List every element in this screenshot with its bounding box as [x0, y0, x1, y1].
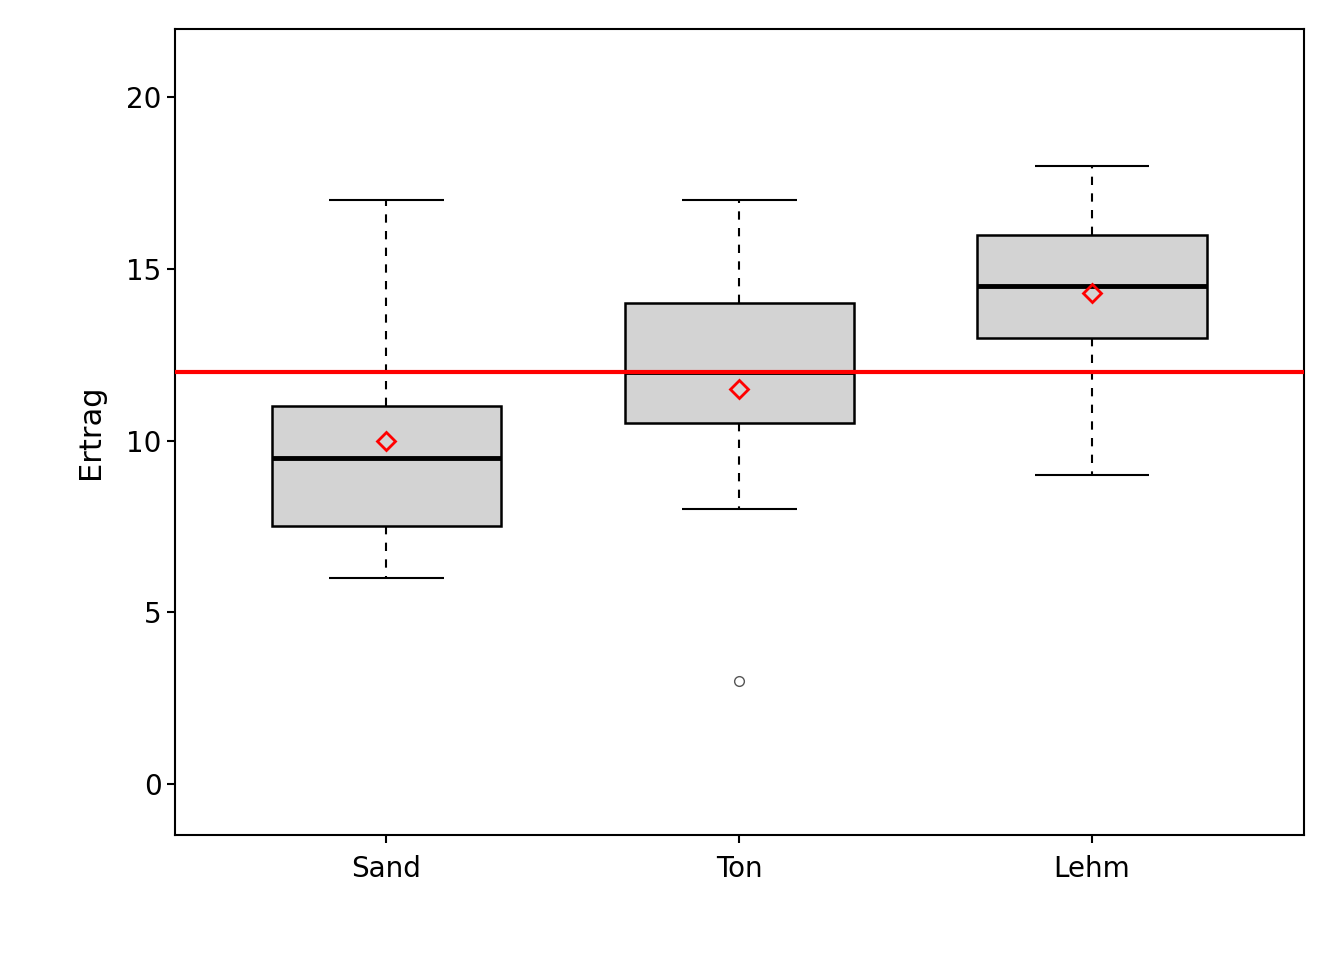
Bar — [271, 406, 501, 526]
Y-axis label: Ertrag: Ertrag — [77, 385, 105, 479]
Bar — [977, 234, 1207, 338]
Bar — [625, 303, 853, 423]
